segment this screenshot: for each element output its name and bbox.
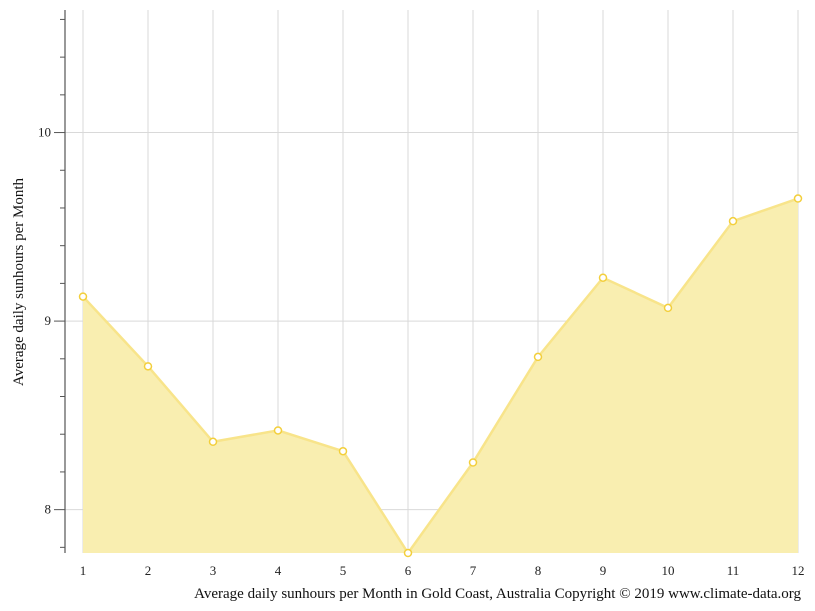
data-point-month-5 <box>338 446 348 456</box>
y-axis-label: Average daily sunhours per Month <box>11 178 27 387</box>
x-tick-label: 11 <box>727 563 740 578</box>
x-tick-label: 12 <box>792 563 805 578</box>
x-tick-label: 7 <box>470 563 477 578</box>
x-tick-label: 10 <box>662 563 675 578</box>
data-point-month-4 <box>273 426 283 435</box>
x-tick-label: 9 <box>600 563 607 578</box>
data-point-month-11 <box>728 216 738 226</box>
data-point-month-12 <box>793 194 803 203</box>
x-tick-label: 2 <box>145 563 152 578</box>
data-point-month-7 <box>468 458 478 467</box>
data-point-month-3 <box>208 437 218 447</box>
area-fill <box>83 198 798 553</box>
data-point-month-10 <box>663 303 673 313</box>
chart-title: Average daily sunhours per Month in Gold… <box>194 586 801 602</box>
y-tick-label: 10 <box>38 125 51 140</box>
x-tick-label: 4 <box>275 563 282 578</box>
data-point-month-9 <box>598 273 608 282</box>
data-point-month-2 <box>143 362 153 371</box>
series-line <box>82 197 799 556</box>
y-tick-label: 9 <box>45 313 52 328</box>
x-tick-label: 5 <box>340 563 347 578</box>
data-point-month-1 <box>78 292 88 301</box>
data-point-month-8 <box>533 352 543 362</box>
y-axis: 8 9 10 <box>38 10 66 553</box>
data-point-month-6 <box>403 548 413 558</box>
x-tick-label: 3 <box>210 563 217 578</box>
x-tick-label: 6 <box>405 563 412 578</box>
x-tick-label: 8 <box>535 563 542 578</box>
x-tick-label: 1 <box>80 563 87 578</box>
data-points <box>78 194 803 558</box>
y-tick-label: 8 <box>45 502 52 517</box>
x-tick-labels: 1 2 3 4 5 6 7 8 9 10 11 12 <box>80 563 805 578</box>
